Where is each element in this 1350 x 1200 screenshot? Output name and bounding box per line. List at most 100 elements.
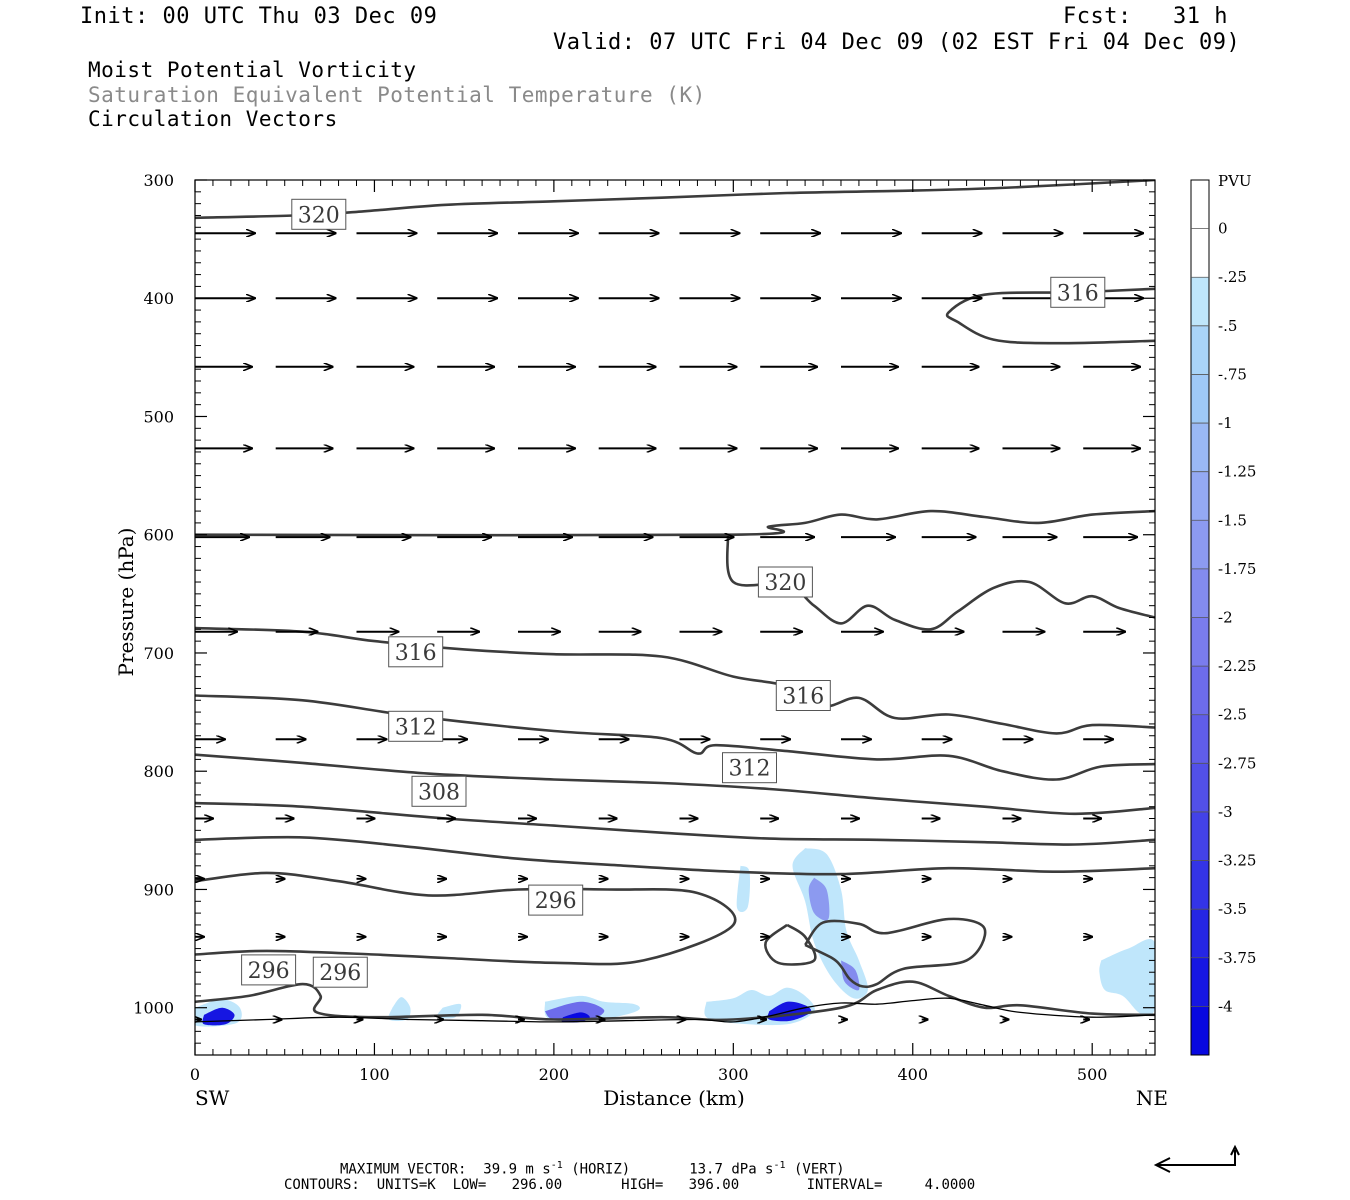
ne-label: NE: [1136, 1086, 1168, 1110]
colorbar-label: -3.25: [1218, 852, 1256, 870]
colorbar-label: -2.75: [1218, 754, 1256, 772]
max-vector-end: (VERT): [785, 1161, 845, 1178]
colorbar-swatch: [1191, 860, 1209, 910]
max-vector-mid: (HORIZ) 13.7 dPa s: [562, 1161, 774, 1178]
colorbar-label: 0: [1218, 220, 1228, 238]
theta-contour-line: [195, 980, 1155, 1022]
contour-label-box: [775, 680, 831, 711]
colorbar-swatch: [1191, 909, 1209, 959]
colorbar-swatch: [1191, 471, 1209, 521]
contour-label-box: [312, 956, 368, 988]
x-tick-label: 0: [190, 1065, 200, 1084]
contour-label: 320: [291, 198, 347, 230]
pv-region: [544, 1001, 605, 1021]
colorbar-swatch: [1191, 423, 1209, 473]
valid-time: Valid: 07 UTC Fri 04 Dec 09 (02 EST Fri …: [553, 30, 1241, 55]
contour-label: 296: [241, 954, 297, 986]
colorbar-swatch: [1191, 325, 1209, 375]
unit-exponent: -1: [550, 1160, 563, 1171]
contour-label-text: 308: [418, 780, 460, 805]
pv-region: [808, 877, 830, 921]
contour-label: 316: [1050, 276, 1106, 308]
forecast-hour: Fcst: 31 h: [1063, 4, 1228, 29]
unit-exponent-2: -1: [773, 1160, 786, 1171]
reference-vector: [1153, 1144, 1240, 1173]
colorbar-swatch: [1191, 277, 1209, 327]
contour-label-text: 296: [319, 961, 361, 986]
contour-label-text: 296: [535, 889, 577, 914]
theta-contour-line: [195, 871, 737, 966]
pv-region: [388, 997, 411, 1021]
circulation-vectors: [195, 233, 1143, 1019]
colorbar-label: -2: [1218, 609, 1233, 627]
colorbar-swatch: [1191, 228, 1209, 278]
contour-label: 296: [528, 884, 584, 916]
colorbar-label: -3: [1218, 803, 1233, 821]
contour-label-text: 320: [298, 203, 340, 228]
theta-contour-line: [195, 509, 1155, 537]
contour-label-box: [528, 884, 584, 916]
contour-label-box: [388, 710, 444, 742]
max-vector-line: MAXIMUM VECTOR: 39.9 m s-1 (HORIZ) 13.7 …: [340, 1158, 845, 1178]
x-tick-label: 300: [718, 1065, 749, 1084]
init-time: Init: 00 UTC Thu 03 Dec 09: [80, 4, 438, 29]
contour-label-text: 312: [395, 715, 437, 740]
contour-label: 296: [312, 956, 368, 988]
colorbar-label: -4: [1218, 997, 1233, 1015]
contour-label-box: [1050, 276, 1106, 308]
contour-label-box: [291, 198, 347, 230]
contour-label-text: 312: [729, 757, 771, 782]
theta-es-contours: [195, 180, 1155, 1022]
theta-contour-line: [195, 801, 1155, 846]
contour-label-text: 320: [764, 571, 806, 596]
contour-label: 316: [775, 680, 831, 711]
colorbar-swatch: [1191, 666, 1209, 716]
colorbar-label: -1.25: [1218, 463, 1256, 481]
colorbar-swatch: [1191, 520, 1209, 570]
contour-label: 312: [388, 710, 444, 742]
colorbar-swatch: [1191, 617, 1209, 667]
colorbar-swatch: [1191, 180, 1209, 230]
colorbar-label: -1.75: [1218, 560, 1256, 578]
contour-label-text: 316: [782, 685, 824, 710]
colorbar-swatch: [1191, 763, 1209, 813]
colorbar-label: -2.5: [1218, 706, 1247, 724]
theta-contour-line: [195, 753, 1155, 816]
y-tick-label: 700: [143, 644, 174, 663]
colorbar-label: -2.25: [1218, 657, 1256, 675]
x-tick-label: 500: [1077, 1065, 1108, 1084]
y-tick-label: 500: [143, 407, 174, 426]
y-tick-label: 300: [143, 171, 174, 190]
colorbar-swatch: [1191, 714, 1209, 764]
contour-label-text: 316: [395, 641, 437, 666]
colorbar-swatch: [1191, 374, 1209, 424]
pv-shading: [195, 848, 1155, 1027]
colorbar-label: -.75: [1218, 365, 1247, 383]
theta-contour-line: [764, 923, 817, 966]
x-axis-label: Distance (km): [603, 1086, 745, 1110]
sw-label: SW: [195, 1086, 230, 1110]
contour-label-text: 316: [1057, 281, 1099, 306]
pv-region: [1099, 939, 1155, 1016]
colorbar-label: -.5: [1218, 317, 1237, 335]
colorbar-label: -1.5: [1218, 511, 1247, 529]
title-theta-es: Saturation Equivalent Potential Temperat…: [88, 83, 706, 107]
theta-contour-line: [195, 835, 1155, 876]
y-tick-label: 600: [143, 526, 174, 545]
contour-label-text: 296: [248, 959, 290, 984]
colorbar-swatch: [1191, 568, 1209, 618]
colorbar-swatch: [1191, 957, 1209, 1007]
x-tick-label: 400: [897, 1065, 928, 1084]
title-mpv: Moist Potential Vorticity: [88, 58, 417, 82]
theta-contour-line: [804, 917, 987, 989]
contour-label-box: [722, 752, 777, 784]
contour-labels: 320 316 320 316 316 312 312 308 296 296 296: [241, 198, 1106, 988]
y-tick-label: 800: [143, 762, 174, 781]
y-tick-label: 900: [143, 880, 174, 899]
x-tick-label: 100: [359, 1065, 390, 1084]
colorbar-label: -3.75: [1218, 949, 1256, 967]
title-vectors: Circulation Vectors: [88, 107, 338, 131]
colorbar: PVU 0 -.25 -.5 -.75 -1 -1.25 -1.5 -1.75 -2 -2.25 -2…: [1190, 172, 1256, 1056]
colorbar-swatch: [1191, 811, 1209, 861]
